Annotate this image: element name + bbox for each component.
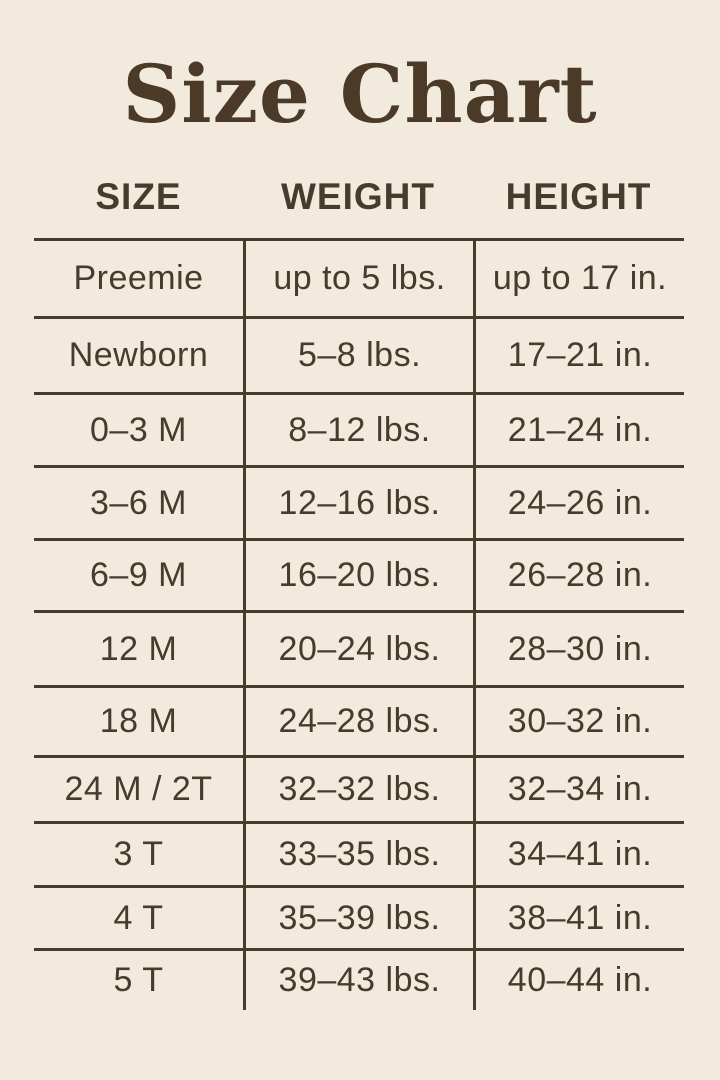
height-cell: 26–28 in. (473, 541, 684, 610)
table-row: 18 M 24–28 lbs. 30–32 in. (34, 688, 684, 758)
height-cell: 40–44 in. (473, 951, 684, 1010)
height-cell: 24–26 in. (473, 468, 684, 538)
size-cell: Preemie (73, 259, 204, 297)
table-row: 4 T 35–39 lbs. 38–41 in. (34, 888, 684, 951)
size-cell: 4 T (113, 898, 164, 937)
size-cell: Newborn (68, 336, 209, 374)
height-cell: 30–32 in. (473, 688, 684, 755)
weight-cell: up to 5 lbs. (243, 241, 473, 316)
height-cell: 28–30 in. (473, 613, 684, 685)
weight-cell: 20–24 lbs. (243, 613, 473, 685)
size-cell: 12 M (99, 629, 178, 668)
height-cell: 32–34 in. (473, 758, 684, 821)
table-row: 6–9 M 16–20 lbs. 26–28 in. (34, 541, 684, 613)
weight-cell: 16–20 lbs. (243, 541, 473, 610)
size-cell: 3–6 M (90, 483, 187, 522)
table-row: 0–3 M 8–12 lbs. 21–24 in. (34, 395, 684, 468)
table-row: Newborn 5–8 lbs. 17–21 in. (34, 319, 684, 395)
weight-cell: 5–8 lbs. (243, 319, 473, 392)
weight-cell: 33–35 lbs. (243, 824, 473, 885)
weight-cell: 24–28 lbs. (243, 688, 473, 755)
size-column-header: SIZE (95, 176, 182, 217)
weight-cell: 12–16 lbs. (243, 468, 473, 538)
table-row: Preemie up to 5 lbs. up to 17 in. (34, 241, 684, 319)
height-cell: 21–24 in. (473, 395, 684, 465)
size-cell: 5 T (113, 961, 164, 999)
weight-cell: 35–39 lbs. (243, 888, 473, 948)
weight-column-header: WEIGHT (281, 176, 435, 217)
table-row: 12 M 20–24 lbs. 28–30 in. (34, 613, 684, 688)
weight-cell: 39–43 lbs. (243, 951, 473, 1010)
height-cell: 34–41 in. (473, 824, 684, 885)
weight-cell: 8–12 lbs. (243, 395, 473, 465)
table-row: 24 M / 2T 32–32 lbs. 32–34 in. (34, 758, 684, 824)
table-header-row: SIZE WEIGHT HEIGHT (34, 176, 684, 218)
height-column-header: HEIGHT (505, 176, 652, 217)
size-cell: 3 T (113, 835, 164, 873)
size-cell: 0–3 M (90, 410, 187, 449)
height-cell: 17–21 in. (473, 319, 684, 392)
size-cell: 18 M (99, 702, 178, 740)
height-cell: up to 17 in. (473, 241, 684, 316)
table-row: 3–6 M 12–16 lbs. 24–26 in. (34, 468, 684, 541)
size-cell: 24 M / 2T (64, 770, 213, 808)
size-cell: 6–9 M (90, 556, 187, 594)
height-cell: 38–41 in. (473, 888, 684, 948)
table-row: 5 T 39–43 lbs. 40–44 in. (34, 951, 684, 1010)
table-row: 3 T 33–35 lbs. 34–41 in. (34, 824, 684, 888)
page-title: Size Chart (122, 47, 598, 141)
weight-cell: 32–32 lbs. (243, 758, 473, 821)
size-chart-table: Preemie up to 5 lbs. up to 17 in. Newbor… (34, 238, 684, 1010)
